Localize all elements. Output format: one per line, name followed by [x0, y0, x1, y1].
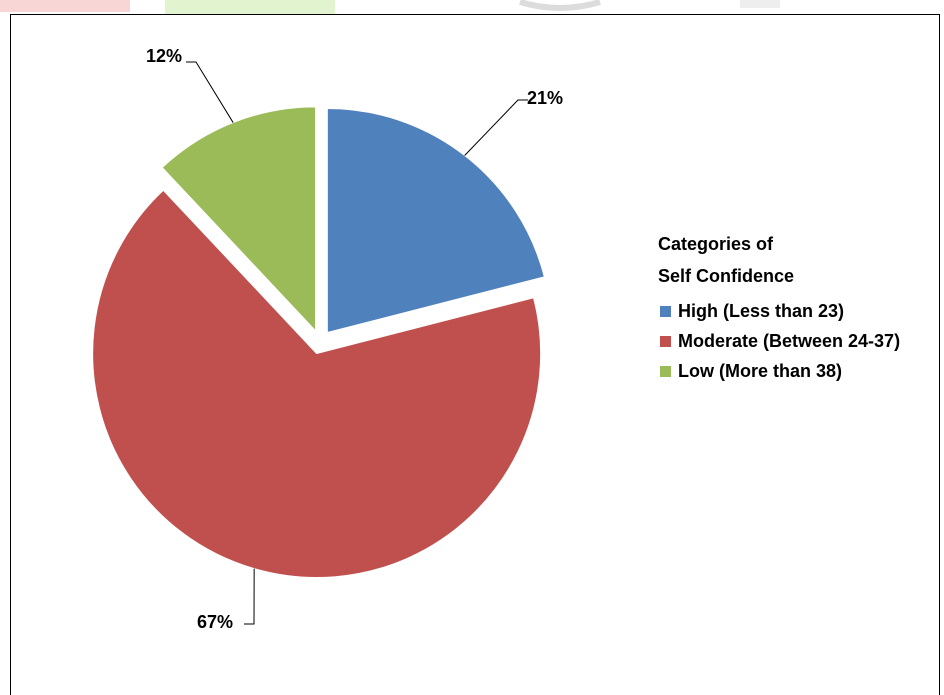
watermark-gray-arc	[519, 0, 601, 11]
watermark-strip	[0, 0, 944, 16]
legend-item-high: High (Less than 23)	[658, 296, 938, 326]
leader-line-low	[186, 61, 234, 123]
legend-label-high: High (Less than 23)	[678, 300, 845, 321]
data-label-low: 12%	[146, 46, 182, 66]
legend-swatch-moderate	[660, 335, 671, 347]
legend-swatch-low	[660, 365, 671, 377]
legend-title-line1: Categories of	[658, 234, 774, 254]
legend-label-moderate: Moderate (Between 24-37)	[678, 330, 901, 351]
legend-item-low: Low (More than 38)	[658, 356, 938, 386]
legend-swatch-high	[660, 305, 671, 317]
watermark-green-band	[165, 0, 335, 14]
data-label-moderate: 67%	[197, 612, 233, 632]
legend-label-low: Low (More than 38)	[678, 360, 843, 381]
data-label-high: 21%	[527, 88, 563, 108]
pie-slice-high	[326, 108, 545, 334]
pie-slice-low	[161, 106, 317, 333]
leader-line-moderate	[244, 568, 255, 625]
watermark-red-band	[0, 0, 130, 12]
watermark-gray-band	[740, 0, 780, 8]
watermark-graphic	[0, 0, 780, 14]
legend-item-moderate: Moderate (Between 24-37)	[658, 326, 938, 356]
legend: Categories of Self Confidence High (Less…	[658, 228, 938, 386]
legend-title: Categories of Self Confidence	[658, 228, 938, 292]
legend-title-line2: Self Confidence	[658, 266, 795, 286]
leader-line-high	[464, 99, 528, 156]
